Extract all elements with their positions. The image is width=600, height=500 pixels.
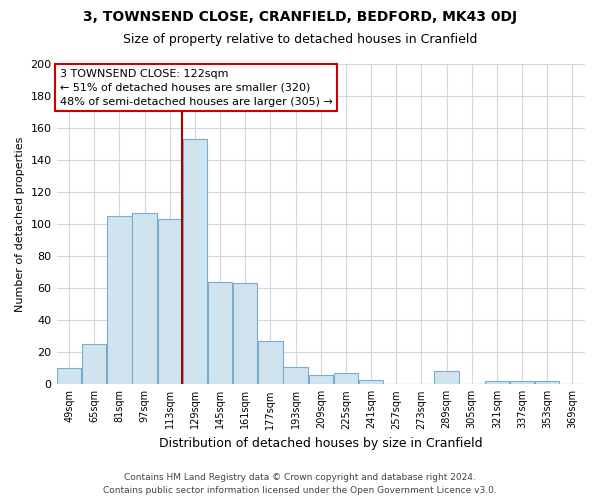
Bar [510,381,534,384]
Text: 3 TOWNSEND CLOSE: 122sqm
← 51% of detached houses are smaller (320)
48% of semi-: 3 TOWNSEND CLOSE: 122sqm ← 51% of detach… [59,69,332,107]
Text: 3, TOWNSEND CLOSE, CRANFIELD, BEDFORD, MK43 0DJ: 3, TOWNSEND CLOSE, CRANFIELD, BEDFORD, M… [83,10,517,24]
Bar [485,381,509,384]
Bar [158,220,182,384]
Bar [258,341,283,384]
Bar [107,216,131,384]
Y-axis label: Number of detached properties: Number of detached properties [15,136,25,312]
Bar [334,373,358,384]
Bar [57,368,82,384]
Bar [233,284,257,384]
Bar [183,140,207,384]
Text: Size of property relative to detached houses in Cranfield: Size of property relative to detached ho… [123,32,477,46]
Bar [359,380,383,384]
Bar [133,213,157,384]
Bar [308,374,333,384]
Bar [535,381,559,384]
Bar [283,366,308,384]
X-axis label: Distribution of detached houses by size in Cranfield: Distribution of detached houses by size … [159,437,482,450]
Text: Contains HM Land Registry data © Crown copyright and database right 2024.
Contai: Contains HM Land Registry data © Crown c… [103,474,497,495]
Bar [434,372,459,384]
Bar [208,282,232,384]
Bar [82,344,106,385]
